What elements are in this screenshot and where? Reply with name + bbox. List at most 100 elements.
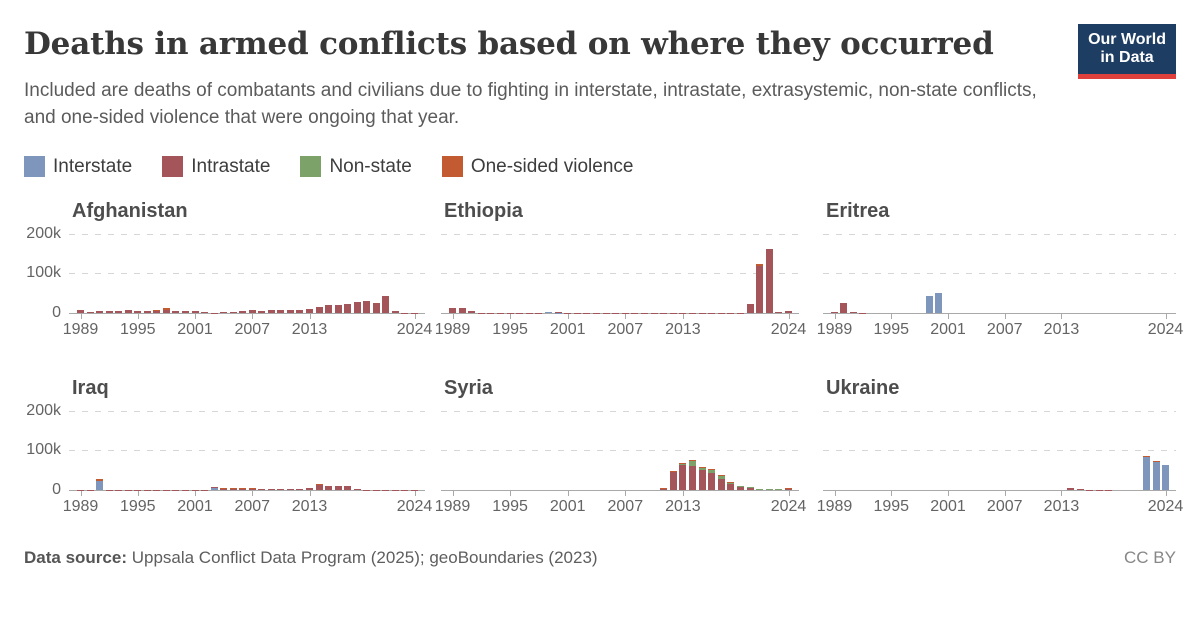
bar-2005-intrastate[interactable]: [229, 312, 237, 313]
bar-2023-intrastate[interactable]: [775, 489, 783, 490]
bar-2022-intrastate[interactable]: [765, 248, 773, 313]
bar-2023-onesided[interactable]: [1152, 461, 1160, 462]
bar-2022-intrastate[interactable]: [765, 488, 773, 490]
bar-2022-interstate[interactable]: [1143, 456, 1151, 490]
bar-2015-onesided[interactable]: [698, 467, 706, 468]
bar-1991-onesided[interactable]: [96, 478, 104, 481]
bar-2015-intrastate[interactable]: [325, 305, 333, 313]
bar-2016-intrastate[interactable]: [334, 485, 342, 490]
bar-2013-intrastate[interactable]: [679, 464, 687, 490]
bar-2024-interstate[interactable]: [1162, 464, 1169, 490]
bar-1989-intrastate[interactable]: [77, 310, 84, 313]
bar-2016-intrastate[interactable]: [334, 305, 342, 313]
bar-1991-intrastate[interactable]: [849, 311, 857, 313]
bar-2015-intrastate[interactable]: [325, 485, 333, 490]
owid-logo[interactable]: Our World in Data: [1078, 24, 1176, 79]
bar-1991-interstate[interactable]: [96, 480, 104, 490]
legend-item-nonstate[interactable]: Non-state: [300, 156, 412, 178]
bar-2006-intrastate[interactable]: [239, 311, 247, 313]
bar-2015-nonstate[interactable]: [698, 467, 706, 471]
bar-2011-intrastate[interactable]: [286, 309, 294, 313]
bar-2007-intrastate[interactable]: [248, 310, 256, 313]
bar-1999-interstate[interactable]: [925, 295, 933, 313]
bar-2012-intrastate[interactable]: [669, 471, 677, 490]
legend-item-onesided[interactable]: One-sided violence: [441, 156, 633, 178]
bar-1990-intrastate[interactable]: [840, 302, 848, 313]
bar-2020-intrastate[interactable]: [746, 487, 754, 490]
bar-1991-intrastate[interactable]: [96, 311, 104, 313]
bar-2008-intrastate[interactable]: [258, 310, 266, 313]
legend-item-interstate[interactable]: Interstate: [24, 156, 132, 178]
bar-2019-intrastate[interactable]: [737, 486, 744, 490]
bar-1997-intrastate[interactable]: [153, 310, 161, 313]
bar-2004-intrastate[interactable]: [220, 488, 228, 490]
bar-2018-intrastate[interactable]: [353, 489, 361, 490]
bar-2022-onesided[interactable]: [1143, 455, 1151, 457]
bar-2020-intrastate[interactable]: [746, 304, 754, 313]
bar-2015-intrastate[interactable]: [698, 470, 706, 490]
bar-2014-intrastate[interactable]: [689, 465, 696, 490]
bar-2013-onesided[interactable]: [679, 463, 687, 465]
bar-1990-intrastate[interactable]: [458, 307, 466, 313]
bar-2012-intrastate[interactable]: [296, 309, 304, 313]
bar-2008-intrastate[interactable]: [258, 488, 266, 490]
bar-2014-intrastate[interactable]: [315, 484, 323, 490]
bar-2014-onesided[interactable]: [689, 460, 696, 462]
bar-2006-intrastate[interactable]: [239, 487, 247, 490]
bar-1989-intrastate[interactable]: [831, 311, 838, 313]
bar-2013-intrastate[interactable]: [306, 309, 314, 313]
bar-2020-intrastate[interactable]: [372, 303, 380, 313]
bar-2011-intrastate[interactable]: [660, 488, 668, 490]
bar-2024-intrastate[interactable]: [785, 488, 792, 490]
bar-2014-onesided[interactable]: [315, 484, 323, 485]
bar-2014-nonstate[interactable]: [689, 461, 696, 466]
bar-2016-nonstate[interactable]: [708, 469, 716, 473]
bar-2018-intrastate[interactable]: [727, 484, 735, 490]
bar-1998-onesided[interactable]: [162, 308, 170, 311]
bar-2000-interstate[interactable]: [935, 293, 943, 313]
bar-1992-intrastate[interactable]: [105, 310, 113, 313]
bar-2002-intrastate[interactable]: [201, 312, 209, 313]
bar-1999-intrastate[interactable]: [172, 311, 180, 313]
bar-2013-intrastate[interactable]: [306, 487, 314, 490]
bar-2005-intrastate[interactable]: [229, 488, 237, 490]
bar-1998-intrastate[interactable]: [162, 310, 170, 313]
bar-2017-intrastate[interactable]: [344, 485, 352, 490]
bar-2021-onesided[interactable]: [756, 263, 764, 266]
bar-2019-nonstate[interactable]: [737, 485, 744, 487]
license-link[interactable]: CC BY: [1124, 547, 1176, 567]
bar-2010-intrastate[interactable]: [277, 309, 285, 313]
bar-2001-intrastate[interactable]: [191, 310, 199, 313]
bar-1991-intrastate[interactable]: [468, 311, 476, 313]
bar-2007-intrastate[interactable]: [248, 487, 256, 490]
bar-1999-interstate[interactable]: [545, 311, 552, 313]
bar-2018-nonstate[interactable]: [727, 482, 735, 485]
bar-2014-intrastate[interactable]: [315, 307, 323, 313]
bar-2023-interstate[interactable]: [1152, 461, 1160, 490]
bar-2014-intrastate[interactable]: [1067, 488, 1075, 490]
bar-2009-intrastate[interactable]: [267, 310, 275, 313]
bar-2023-intrastate[interactable]: [775, 311, 783, 313]
bar-2021-intrastate[interactable]: [382, 296, 390, 313]
bar-1994-intrastate[interactable]: [124, 309, 132, 313]
bar-1989-intrastate[interactable]: [449, 307, 456, 313]
legend-item-intrastate[interactable]: Intrastate: [162, 156, 270, 178]
bar-2016-intrastate[interactable]: [708, 472, 716, 490]
bar-2017-nonstate[interactable]: [717, 475, 725, 480]
bar-1996-intrastate[interactable]: [143, 311, 151, 313]
bar-2011-intrastate[interactable]: [286, 489, 294, 490]
bar-2010-intrastate[interactable]: [277, 489, 285, 490]
bar-2019-intrastate[interactable]: [363, 300, 371, 313]
bar-2000-intrastate[interactable]: [181, 311, 189, 313]
bar-2012-onesided[interactable]: [669, 470, 677, 472]
bar-2017-intrastate[interactable]: [717, 479, 725, 490]
bar-1990-intrastate[interactable]: [86, 311, 94, 313]
bar-1995-intrastate[interactable]: [134, 310, 142, 313]
bar-2018-intrastate[interactable]: [353, 302, 361, 313]
bar-2003-interstate[interactable]: [210, 486, 218, 490]
bar-2021-intrastate[interactable]: [756, 265, 764, 313]
bar-1993-intrastate[interactable]: [115, 311, 123, 313]
bar-2024-intrastate[interactable]: [785, 311, 792, 313]
bar-2009-intrastate[interactable]: [267, 489, 275, 490]
bar-2012-intrastate[interactable]: [296, 489, 304, 490]
